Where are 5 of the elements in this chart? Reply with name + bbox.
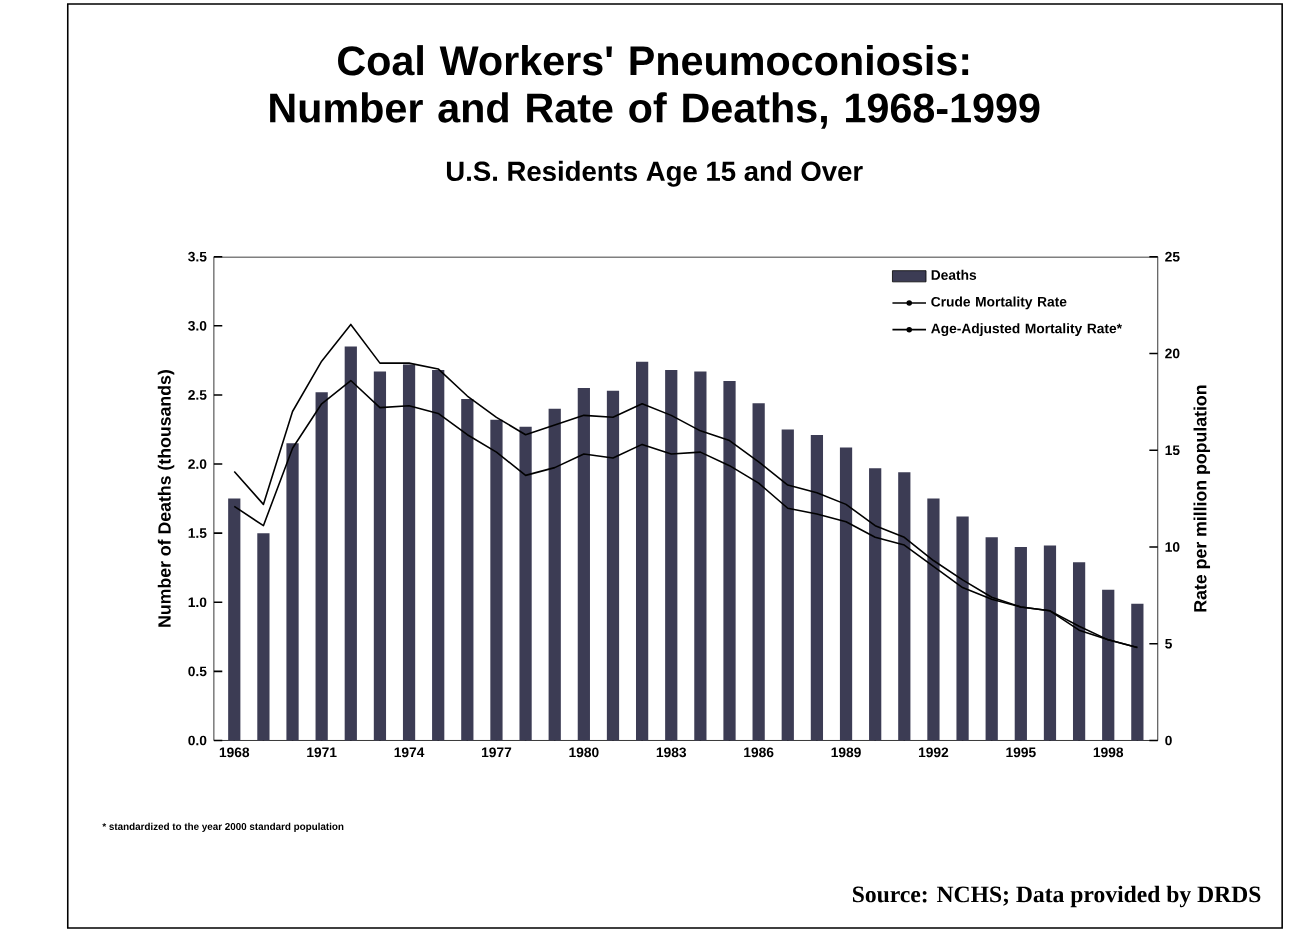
chart-title: Coal Workers' Pneumoconiosis: Number and Rate of Deaths, 1968-1999 [270,45,1040,129]
y-axis-title: Number of Deaths (thousands) [157,370,175,627]
source-note: Source: NCHS; Data provided by DRDS [852,885,1261,908]
chart-subtitle: U.S. Residents Age 15 and Over [446,160,863,187]
y2-axis-title: Rate per million population [1193,385,1211,612]
